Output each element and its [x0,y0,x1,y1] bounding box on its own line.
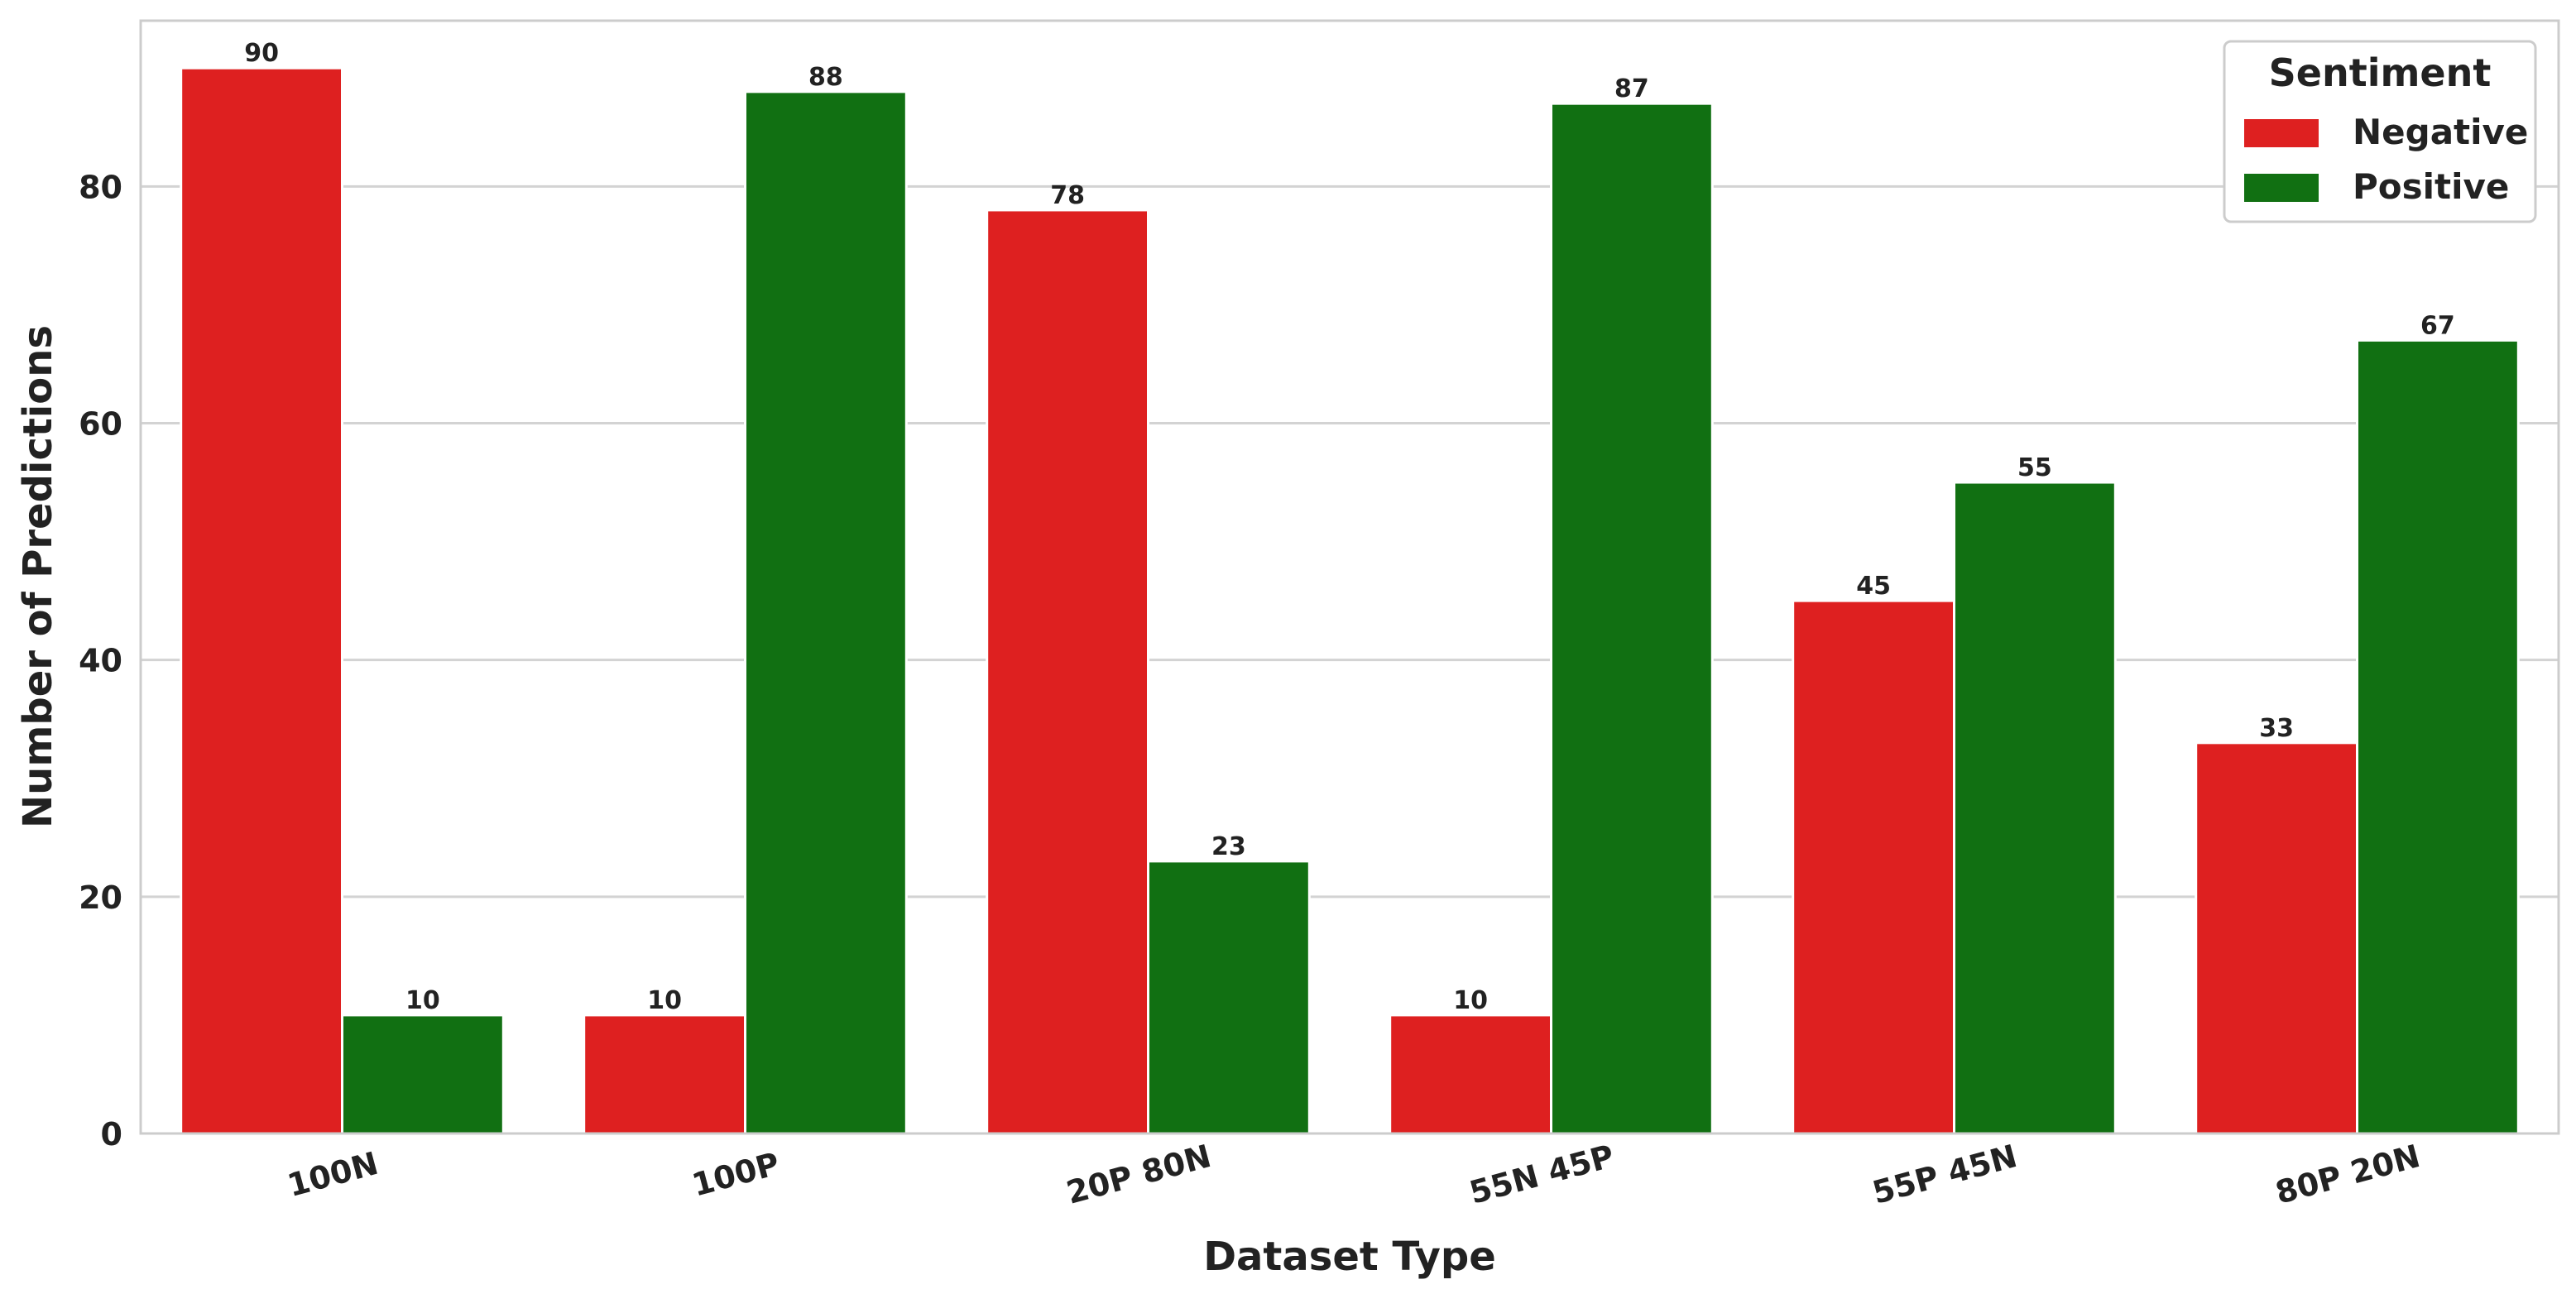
bar-negative-100p [583,1014,747,1135]
bar-negative-80p-20n [2195,741,2358,1135]
x-tick-labels: 100N 100P 20P 80N 55N 45P 55P 45N 80P 20N [284,1138,2424,1211]
x-axis-label: Dataset Type [1203,1234,1496,1280]
bar-negative-55p-45n [1792,599,1955,1135]
bar-label-negative-80p-20n: 33 [2259,714,2294,743]
bar-label-negative-55n-45p: 10 [1453,986,1488,1015]
bar-label-negative-20p-80n: 78 [1050,181,1085,210]
y-tick-60: 60 [79,405,122,442]
legend-swatch-positive [2244,174,2319,202]
bar-label-negative-55p-45n: 45 [1856,572,1891,601]
legend-label-negative: Negative [2353,112,2528,152]
bar-label-positive-55n-45p: 87 [1614,74,1649,103]
legend: Sentiment Negative Positive [2223,40,2537,223]
y-tick-20: 20 [79,879,122,916]
x-tick-100p: 100P [688,1145,784,1203]
bar-negative-100n [180,66,343,1135]
legend-swatch-negative [2244,119,2319,147]
legend-title: Sentiment [2269,50,2492,95]
bar-label-negative-100n: 90 [244,39,279,68]
bar-positive-80p-20n [2356,338,2520,1135]
bar-label-positive-100p: 88 [808,63,843,92]
bar-negative-55n-45p [1389,1014,1552,1135]
x-tick-55n-45p: 55N 45P [1465,1138,1618,1211]
y-tick-labels: 0 20 40 60 80 [79,169,122,1153]
bar-value-labels: 90 10 10 88 78 23 10 87 45 55 33 67 [244,39,2455,1015]
y-tick-0: 0 [101,1116,122,1153]
x-tick-100n: 100N [284,1145,382,1204]
legend-label-positive: Positive [2353,166,2509,207]
bar-negative-20p-80n [986,208,1149,1135]
y-tick-80: 80 [79,169,122,205]
bar-label-positive-55p-45n: 55 [2017,453,2052,482]
plot-frame [139,19,2560,1135]
bar-positive-55n-45p [1550,102,1714,1135]
y-tick-40: 40 [79,643,122,679]
bar-label-positive-80p-20n: 67 [2420,311,2455,340]
bar-positive-20p-80n [1147,860,1311,1135]
bar-positive-100p [744,90,908,1135]
bar-label-positive-20p-80n: 23 [1211,832,1246,861]
bar-positive-55p-45n [1953,481,2117,1135]
x-tick-55p-45n: 55P 45N [1868,1138,2021,1211]
y-axis-label: Number of Predictions [15,325,61,828]
bar-label-negative-100p: 10 [647,986,682,1015]
x-tick-20p-80n: 20P 80N [1063,1138,1215,1211]
bar-label-positive-100n: 10 [405,986,440,1015]
bar-positive-100n [341,1014,505,1135]
x-tick-80p-20n: 80P 20N [2271,1138,2424,1211]
bars [180,66,2520,1135]
